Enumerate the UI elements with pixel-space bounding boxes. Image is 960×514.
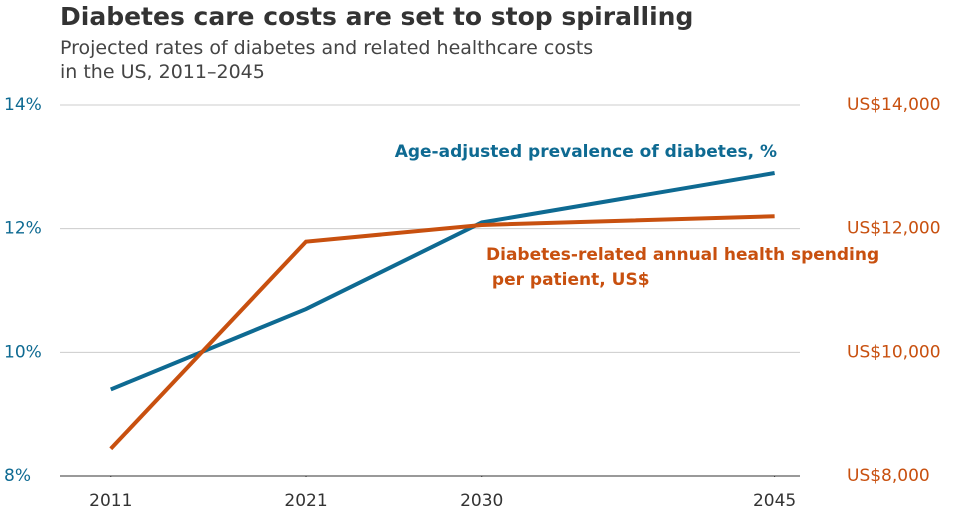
- y-tick-label: 12%: [4, 219, 42, 239]
- y2-tick-label: US$14,000: [847, 95, 941, 115]
- y-tick-label: 10%: [4, 342, 42, 362]
- y-tick-label: 14%: [4, 95, 42, 115]
- series-label: Age-adjusted prevalence of diabetes, %: [395, 142, 777, 162]
- y2-tick-label: US$8,000: [847, 466, 930, 486]
- series-label-line: per patient, US$: [486, 270, 650, 290]
- series-line: [110, 171, 775, 392]
- chart-subtitle: Projected rates of diabetes and related …: [60, 37, 594, 83]
- y2-tick-label: US$12,000: [847, 219, 941, 239]
- x-tick-label: 2011: [89, 491, 132, 511]
- y2-tick-label: US$10,000: [847, 342, 941, 362]
- series-label: Diabetes-related annual health spending …: [486, 245, 879, 290]
- series-label-line: Diabetes-related annual health spending: [486, 245, 879, 265]
- x-tick-label: 2030: [460, 491, 503, 511]
- chart-title: Diabetes care costs are set to stop spir…: [60, 2, 694, 31]
- y-tick-label: 8%: [4, 466, 31, 486]
- x-tick-label: 2021: [284, 491, 327, 511]
- x-tick-label: 2045: [753, 491, 796, 511]
- series-line: [109, 214, 775, 451]
